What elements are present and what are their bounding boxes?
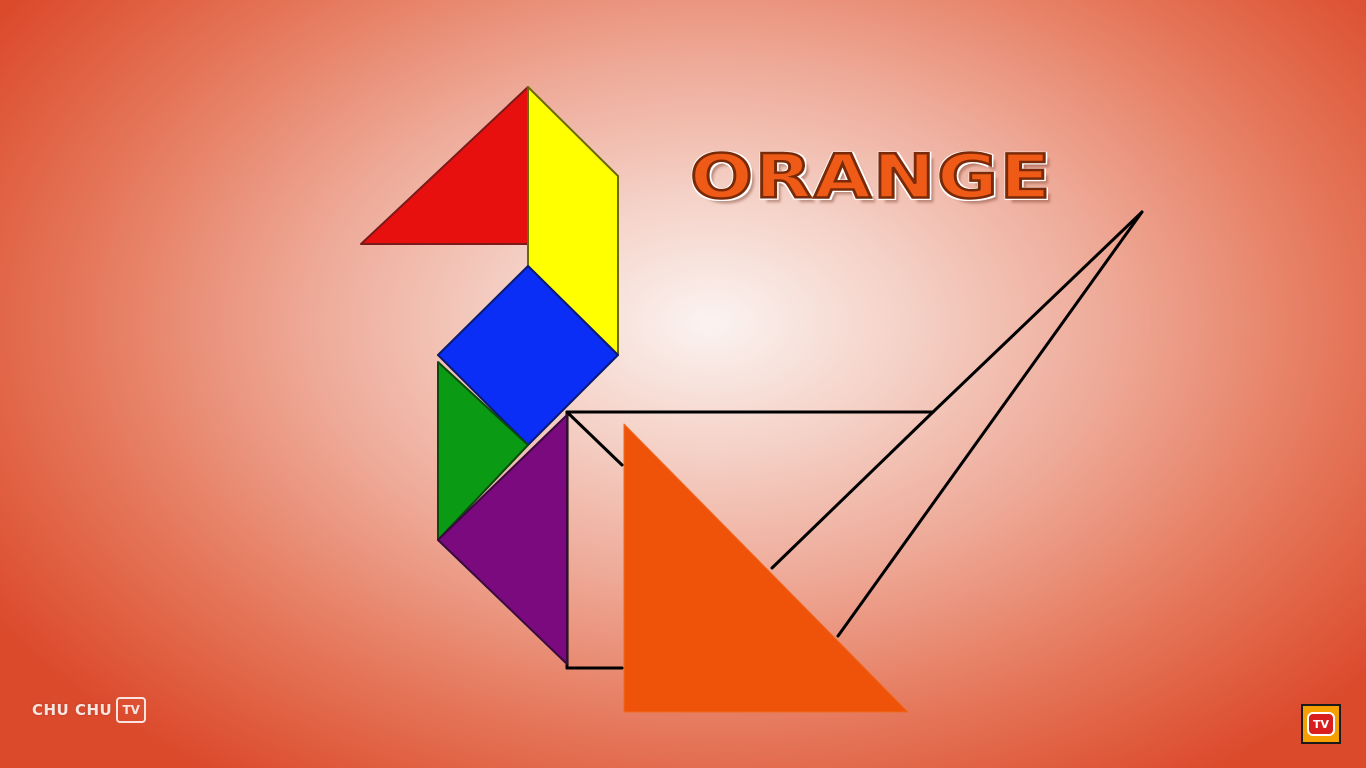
brand-watermark-tv-badge: TV bbox=[116, 697, 147, 723]
tv-logo-icon: TV bbox=[1307, 712, 1335, 736]
channel-logo-button[interactable]: TV bbox=[1301, 704, 1341, 744]
red-triangle bbox=[360, 86, 529, 245]
outline-tail-inner-lower bbox=[770, 410, 935, 570]
brand-watermark-text: CHU CHU bbox=[32, 701, 113, 719]
purple-triangle bbox=[437, 414, 568, 665]
green-triangle bbox=[437, 361, 529, 541]
outline-tail-inner-upper bbox=[931, 210, 1144, 414]
color-name-title: ORANGE bbox=[689, 140, 1053, 213]
brand-watermark: CHU CHU TV bbox=[32, 692, 147, 728]
outline-top-diagonal bbox=[565, 410, 624, 467]
orange-large-triangle bbox=[623, 423, 909, 713]
outline-tail-outer bbox=[836, 210, 1144, 638]
